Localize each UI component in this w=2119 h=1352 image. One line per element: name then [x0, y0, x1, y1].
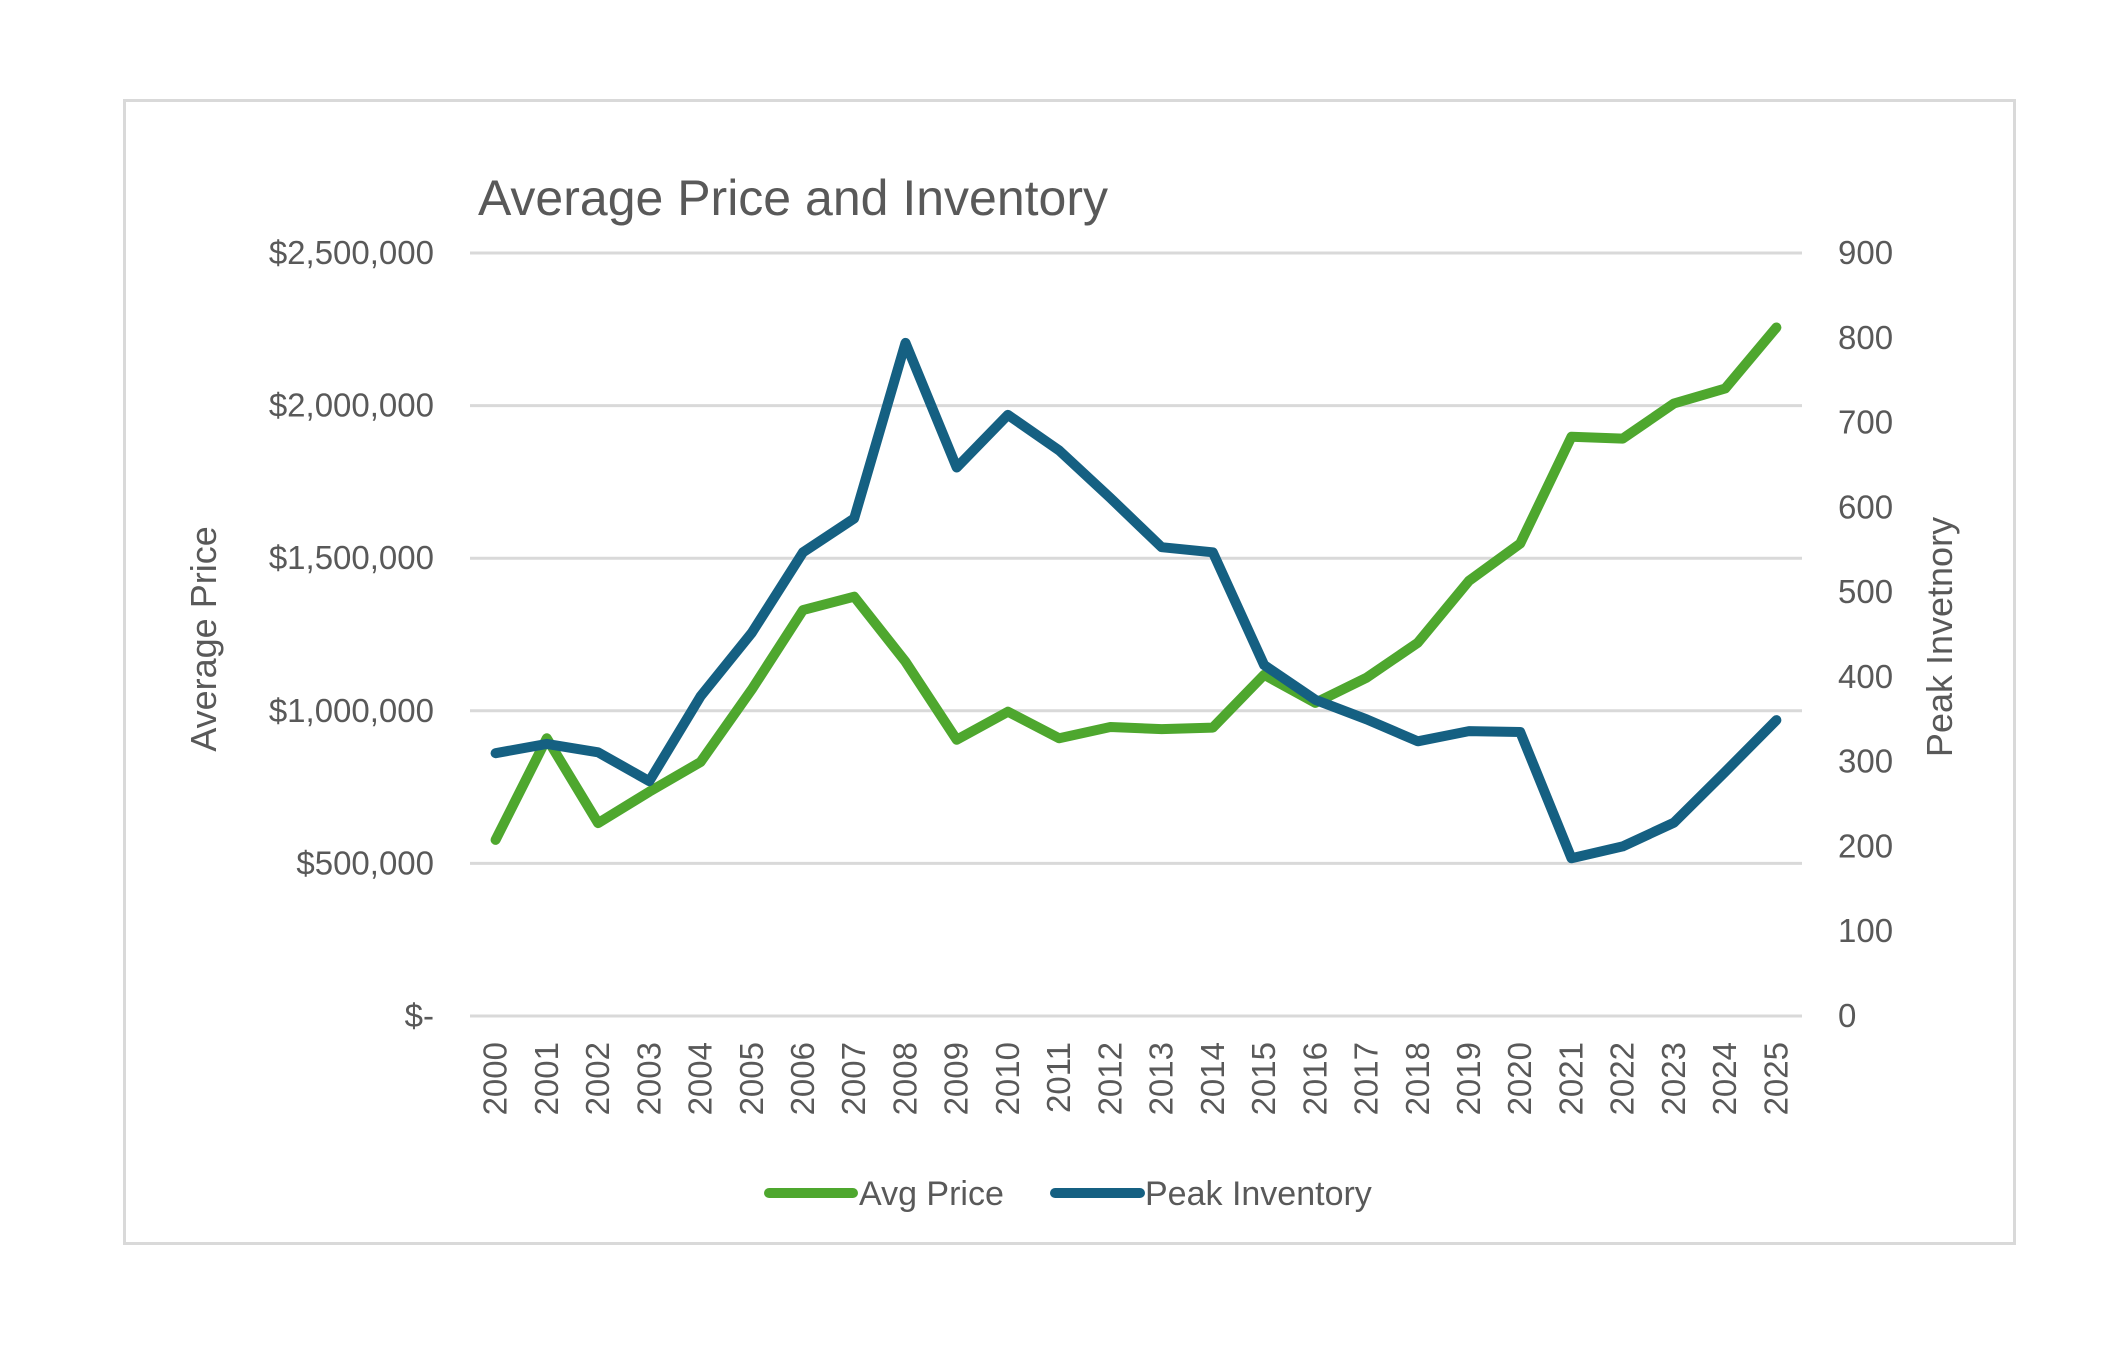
x-tick-label: 2002 — [579, 1042, 616, 1115]
left-tick-label: $2,000,000 — [269, 387, 434, 424]
x-tick-label: 2014 — [1194, 1042, 1231, 1115]
legend: Avg Price Peak Inventory — [764, 1175, 1372, 1213]
right-tick-label: 600 — [1838, 488, 1893, 525]
left-axis-label: Average Price — [183, 526, 224, 751]
x-tick-label: 2015 — [1245, 1042, 1282, 1115]
legend-label-avg-price: Avg Price — [859, 1175, 1004, 1213]
x-tick-label: 2005 — [733, 1042, 770, 1115]
legend-label-peak-inventory: Peak Inventory — [1145, 1175, 1372, 1213]
x-axis-ticks: 2000 2001 2002 2003 2004 2005 2006 2007 2008 2009… — [477, 1042, 1795, 1115]
right-axis-label: Peak Invetnory — [1919, 517, 1960, 757]
x-tick-label: 2007 — [835, 1042, 872, 1115]
chart-svg: Average Price and Inventory $- $500,000 $1… — [183, 170, 1960, 1213]
x-tick-label: 2000 — [477, 1042, 514, 1115]
x-tick-label: 2022 — [1604, 1042, 1641, 1115]
x-tick-label: 2008 — [886, 1042, 923, 1115]
x-tick-label: 2020 — [1501, 1042, 1538, 1115]
x-tick-label: 2016 — [1296, 1042, 1333, 1115]
right-tick-label: 300 — [1838, 743, 1893, 780]
left-tick-label: $2,500,000 — [269, 234, 434, 271]
left-tick-label: $500,000 — [296, 844, 434, 881]
right-tick-label: 800 — [1838, 319, 1893, 356]
right-tick-label: 500 — [1838, 573, 1893, 610]
x-tick-label: 2011 — [1040, 1042, 1077, 1113]
x-tick-label: 2003 — [630, 1042, 667, 1115]
chart-title: Average Price and Inventory — [478, 170, 1108, 226]
right-tick-label: 900 — [1838, 234, 1893, 271]
right-tick-label: 0 — [1838, 997, 1856, 1034]
series-layer — [490, 322, 1782, 864]
x-tick-label: 2001 — [528, 1042, 565, 1115]
x-tick-label: 2017 — [1348, 1042, 1385, 1115]
x-tick-label: 2004 — [682, 1042, 719, 1115]
x-tick-label: 2013 — [1143, 1042, 1180, 1115]
left-tick-label: $1,500,000 — [269, 539, 434, 576]
series-line-peak-inventory — [490, 337, 1782, 864]
x-tick-label: 2023 — [1655, 1042, 1692, 1115]
series-line-avg-price — [490, 322, 1782, 845]
x-tick-label: 2010 — [989, 1042, 1026, 1115]
x-tick-label: 2006 — [784, 1042, 821, 1115]
right-axis-ticks: 0 100 200 300 400 500 600 700 800 900 — [1838, 234, 1893, 1034]
gridlines — [470, 251, 1802, 1018]
x-tick-label: 2024 — [1706, 1042, 1743, 1115]
x-tick-label: 2018 — [1399, 1042, 1436, 1115]
x-tick-label: 2025 — [1757, 1042, 1794, 1115]
x-tick-label: 2021 — [1552, 1042, 1589, 1115]
right-tick-label: 700 — [1838, 404, 1893, 441]
chart-container: Average Price and Inventory $- $500,000 $1… — [123, 99, 2016, 1245]
right-tick-label: 100 — [1838, 912, 1893, 949]
x-tick-label: 2012 — [1091, 1042, 1128, 1115]
left-tick-label: $1,000,000 — [269, 692, 434, 729]
x-tick-label: 2019 — [1450, 1042, 1487, 1115]
x-tick-label: 2009 — [938, 1042, 975, 1115]
left-axis-ticks: $- $500,000 $1,000,000 $1,500,000 $2,000,000… — [269, 234, 434, 1034]
right-tick-label: 200 — [1838, 827, 1893, 864]
right-tick-label: 400 — [1838, 658, 1893, 695]
left-tick-label: $- — [405, 997, 434, 1034]
